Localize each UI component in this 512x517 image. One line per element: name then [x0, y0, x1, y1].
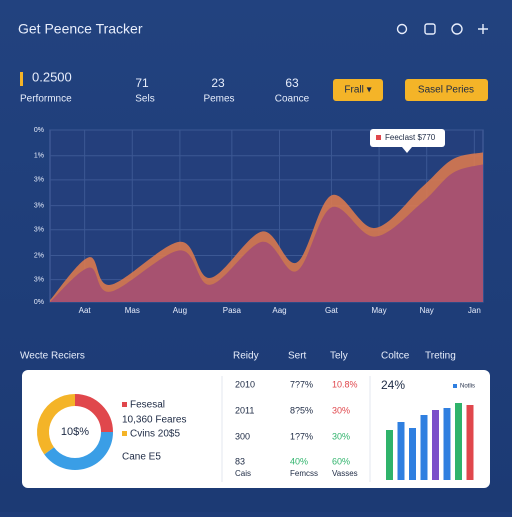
- table-cell: 2011: [235, 405, 254, 415]
- stat-label: Coance: [275, 94, 310, 105]
- table-cell: 60%: [332, 456, 350, 466]
- legend-label: Cvins 20$5: [130, 429, 180, 440]
- area-series: [50, 164, 483, 302]
- bar: [420, 415, 428, 480]
- stat-value: 23: [211, 76, 225, 90]
- x-tick-label: Jan: [468, 306, 481, 315]
- y-tick-label: 0%: [34, 299, 44, 306]
- table-cell: 300: [235, 431, 250, 441]
- legend-label: Fesesal: [130, 400, 165, 411]
- table-cell: 2010: [235, 379, 255, 389]
- globe-icon[interactable]: [451, 23, 463, 35]
- bar: [466, 405, 474, 480]
- bar: [455, 403, 462, 480]
- x-tick-label: Gat: [325, 306, 339, 315]
- tooltip-text: Feeclast $770: [385, 133, 436, 142]
- legend-label: Notlis: [460, 384, 475, 390]
- column-header: Treting: [425, 351, 456, 362]
- donut-segment: [37, 394, 76, 455]
- button-label: Sasel Peries: [418, 85, 474, 96]
- headline: 24%: [381, 378, 405, 392]
- bar: [432, 410, 439, 480]
- legend-swatch: [122, 402, 127, 407]
- table-cell: 30%: [332, 405, 350, 415]
- stat-value: 63: [285, 76, 299, 90]
- donut-chart: [37, 394, 113, 470]
- bar: [443, 408, 451, 480]
- stat-label: Pemes: [203, 94, 234, 105]
- y-tick-label: 3%: [34, 177, 44, 184]
- x-tick-label: Aat: [79, 306, 92, 315]
- column-header: Tely: [330, 351, 348, 362]
- x-tick-label: Pasa: [223, 306, 242, 315]
- accent-bar: [20, 72, 23, 86]
- app-title: Get Peence Tracker: [18, 21, 143, 37]
- table-caption: Vasses: [332, 469, 358, 478]
- y-tick-label: 1%: [34, 153, 44, 160]
- action-button[interactable]: [405, 79, 488, 101]
- table-caption: Cais: [235, 469, 251, 478]
- x-tick-label: May: [372, 306, 387, 315]
- table-cell: 30%: [332, 431, 350, 441]
- y-tick-label: 3%: [34, 203, 44, 210]
- donut-segment: [74, 394, 113, 433]
- table-caption: Femcss: [290, 469, 318, 478]
- bar-chart: [386, 403, 474, 480]
- button-label: Frall ▾: [344, 85, 371, 96]
- table: 2010 7?7% 10.8% 2011 8?5% 30% 300 1?7% 30% 83 Cais…: [235, 379, 358, 478]
- stat-value: 0.2500: [32, 69, 72, 84]
- section-title: Wecte Reciers: [20, 351, 85, 362]
- x-tick-label: Aug: [173, 306, 187, 315]
- filter-button[interactable]: [333, 79, 383, 101]
- search-icon[interactable]: [396, 23, 408, 35]
- table-cell: 83: [235, 456, 245, 466]
- table-cell: 40%: [290, 456, 308, 466]
- stat-value: 71: [135, 76, 149, 90]
- bar: [409, 428, 416, 480]
- x-tick-label: Mas: [125, 306, 140, 315]
- legend-label: Cane E5: [122, 452, 161, 463]
- stat-label: Sels: [135, 94, 154, 105]
- x-tick-label: Nay: [420, 306, 434, 315]
- share-icon[interactable]: [478, 24, 488, 34]
- x-tick-label: Aag: [272, 306, 286, 315]
- column-header: Coltce: [381, 351, 410, 362]
- tooltip: [370, 129, 445, 147]
- tooltip-swatch: [376, 135, 381, 140]
- legend-swatch: [453, 384, 457, 388]
- table-cell: 7?7%: [290, 379, 313, 389]
- window-icon[interactable]: [424, 23, 436, 35]
- card: [22, 370, 490, 488]
- bar: [386, 430, 393, 480]
- stat-label: Performnce: [20, 94, 72, 105]
- column-header: Sert: [288, 351, 307, 362]
- column-header: Reidy: [233, 351, 259, 362]
- y-tick-label: 3%: [34, 276, 44, 283]
- y-tick-label: 0%: [34, 127, 44, 134]
- tooltip-pointer: [402, 147, 412, 153]
- table-cell: 10.8%: [332, 379, 358, 389]
- table-cell: 1?7%: [290, 431, 313, 441]
- bar: [397, 422, 405, 480]
- y-tick-label: 3%: [34, 227, 44, 234]
- table-cell: 8?5%: [290, 405, 313, 415]
- y-tick-label: 2%: [34, 252, 44, 259]
- legend-label: 10,360 Feares: [122, 415, 187, 426]
- donut-center: 10$%: [61, 426, 89, 438]
- donut-segment: [44, 431, 113, 470]
- legend-swatch: [122, 431, 127, 436]
